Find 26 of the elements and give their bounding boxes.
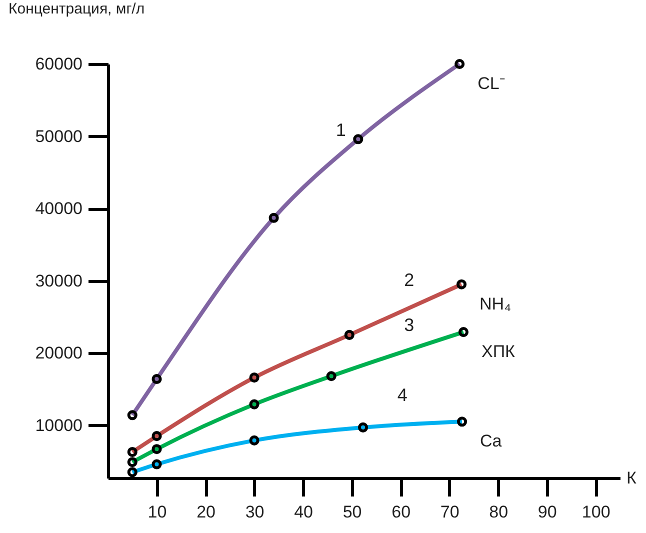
y-tick-label: 10000	[35, 416, 82, 435]
annotation: 2	[404, 270, 414, 290]
x-tick-label: 80	[489, 502, 508, 522]
x-tick-label: 30	[245, 502, 264, 522]
annotation: 4	[397, 384, 408, 405]
x-tick-label: 20	[196, 502, 216, 522]
y-axis-title: Концентрация, мг/л	[8, 0, 145, 18]
x-tick-label: 40	[294, 502, 314, 522]
annotation: 3	[404, 314, 414, 335]
x-axis-title: К	[626, 468, 636, 488]
y-tick-label: 60000	[35, 54, 82, 74]
series-label: CL⁻	[478, 74, 506, 93]
y-tick-label: 40000	[35, 199, 82, 218]
x-tick-label: 90	[538, 502, 557, 522]
x-tick-label: 100	[582, 502, 610, 522]
y-tick-label: 30000	[35, 271, 82, 290]
x-tick-label: 10	[148, 502, 167, 522]
x-tick-label: 70	[440, 502, 460, 522]
x-tick-label: 50	[342, 502, 362, 522]
series-label: Ca	[480, 432, 502, 451]
y-tick-label: 20000	[35, 344, 82, 363]
series-label: ХПК	[481, 342, 516, 362]
annotation: 1	[336, 120, 346, 140]
series-label: NH₄	[480, 294, 512, 314]
y-tick-label: 50000	[35, 126, 82, 146]
x-tick-label: 60	[392, 502, 411, 522]
